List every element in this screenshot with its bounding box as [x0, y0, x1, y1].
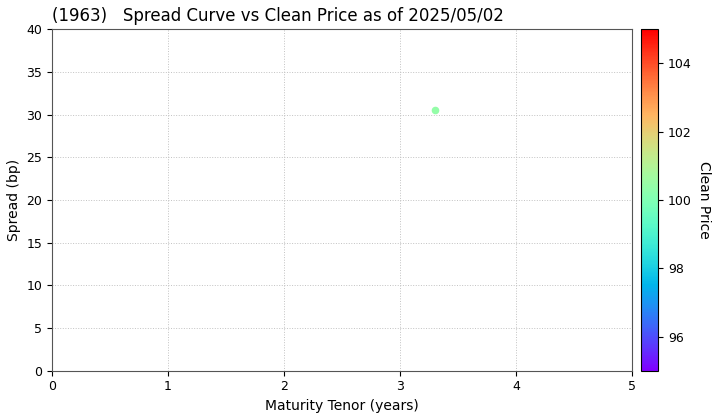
- X-axis label: Maturity Tenor (years): Maturity Tenor (years): [265, 399, 419, 413]
- Text: (1963)   Spread Curve vs Clean Price as of 2025/05/02: (1963) Spread Curve vs Clean Price as of…: [52, 7, 504, 25]
- Point: [429, 107, 441, 114]
- Y-axis label: Clean Price: Clean Price: [697, 161, 711, 239]
- Y-axis label: Spread (bp): Spread (bp): [7, 159, 21, 241]
